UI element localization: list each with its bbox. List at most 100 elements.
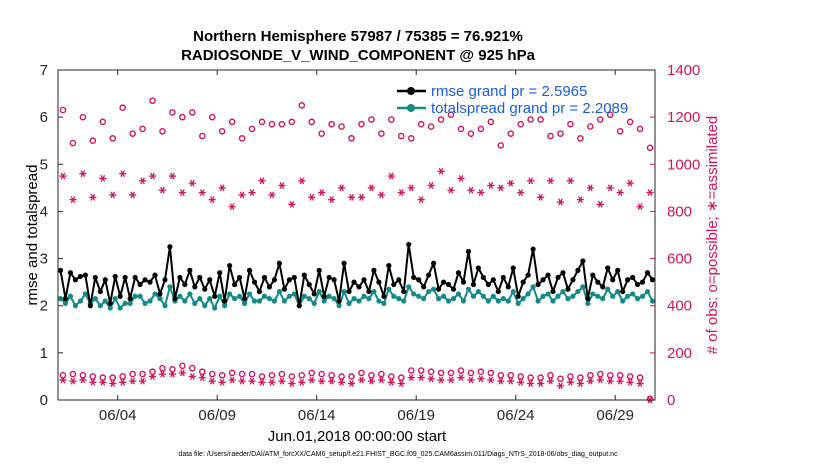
totalspread-point xyxy=(202,303,208,309)
possible-obs-marker xyxy=(298,102,306,109)
totalspread-point xyxy=(386,286,392,292)
possible-obs-marker xyxy=(557,130,564,137)
totalspread-point xyxy=(620,298,626,304)
assimilated-obs-marker xyxy=(178,369,186,377)
totalspread-point xyxy=(227,291,233,297)
rmse-point xyxy=(376,279,382,285)
rmse-point xyxy=(371,267,377,273)
totalspread-point xyxy=(600,296,606,302)
possible-obs-marker xyxy=(537,374,544,381)
assimilated-obs-marker xyxy=(218,184,226,192)
possible-obs-marker xyxy=(149,97,156,104)
possible-obs-marker xyxy=(198,132,206,140)
rmse-point xyxy=(97,288,103,295)
assimilated-obs-marker xyxy=(258,177,266,185)
y-right-tick-label: 1400 xyxy=(667,62,700,79)
rmse-point xyxy=(590,272,596,278)
rmse-point xyxy=(490,277,496,283)
rmse-point xyxy=(192,284,198,290)
assimilated-obs-marker xyxy=(208,196,216,204)
possible-obs-marker xyxy=(248,370,256,378)
assimilated-obs-marker xyxy=(228,203,236,211)
rmse-point xyxy=(515,293,521,299)
totalspread-point xyxy=(570,293,576,299)
possible-obs-marker xyxy=(99,374,107,381)
totalspread-point xyxy=(107,305,113,311)
assimilated-obs-marker xyxy=(198,189,206,197)
possible-obs-marker xyxy=(328,120,335,128)
totalspread-point xyxy=(291,291,297,297)
rmse-point xyxy=(426,272,432,278)
possible-obs-marker xyxy=(358,369,365,377)
rmse-point xyxy=(639,279,646,285)
totalspread-point xyxy=(127,300,133,306)
possible-obs-marker xyxy=(497,142,505,149)
possible-obs-marker xyxy=(119,373,126,380)
possible-obs-marker xyxy=(587,371,594,379)
possible-obs-marker xyxy=(169,366,176,373)
y-axis-label: rmse and totalspread xyxy=(24,165,41,306)
rmse-point xyxy=(142,277,148,283)
totalspread-point xyxy=(301,293,307,299)
totalspread-point xyxy=(535,298,541,304)
totalspread-point xyxy=(401,298,407,304)
assimilated-obs-marker xyxy=(89,193,97,201)
y-right-tick-label: 200 xyxy=(667,345,692,362)
possible-obs-marker xyxy=(189,364,196,372)
assimilated-obs-marker xyxy=(566,378,575,386)
possible-obs-marker xyxy=(626,373,634,380)
rmse-point xyxy=(306,281,312,288)
totalspread-point xyxy=(102,298,108,304)
rmse-point xyxy=(311,291,317,297)
rmse-point xyxy=(167,244,173,250)
possible-obs-marker xyxy=(198,368,206,376)
assimilated-obs-marker xyxy=(318,189,326,197)
possible-obs-marker xyxy=(388,116,395,123)
assimilated-obs-marker xyxy=(158,370,167,378)
possible-obs-marker xyxy=(388,373,395,380)
possible-obs-marker xyxy=(59,106,67,114)
possible-obs-marker xyxy=(437,116,445,123)
plot-frame xyxy=(57,69,656,401)
assimilated-obs-marker xyxy=(308,193,316,201)
assimilated-obs-marker xyxy=(497,377,505,385)
assimilated-obs-marker xyxy=(288,200,296,208)
assimilated-obs-marker xyxy=(129,191,137,199)
rmse-point xyxy=(276,260,282,266)
rmse-point xyxy=(625,277,631,283)
rmse-point xyxy=(87,303,93,309)
rmse-point xyxy=(525,272,531,278)
rmse-point xyxy=(57,267,64,273)
x-tick-label: 06/04 xyxy=(99,407,137,424)
rmse-point xyxy=(431,260,437,266)
totalspread-point xyxy=(137,293,143,299)
totalspread-point xyxy=(197,296,203,302)
chart-title: Northern Hemisphere 57987 / 75385 = 76.9… xyxy=(193,28,523,45)
totalspread-point xyxy=(207,296,213,302)
possible-obs-marker xyxy=(567,120,574,128)
rmse-point xyxy=(411,274,417,281)
possible-obs-marker xyxy=(547,371,554,379)
y-right-axis-ticks: 0 200 400 600 800 1000 1200 1400 xyxy=(650,62,700,409)
assimilated-obs-marker xyxy=(367,377,376,385)
assimilated-obs-marker xyxy=(427,375,435,383)
assimilated-obs-marker xyxy=(646,189,654,197)
rmse-point xyxy=(147,279,153,285)
assimilated-obs-marker xyxy=(69,196,77,204)
rmse-point xyxy=(202,286,208,292)
possible-obs-marker xyxy=(646,395,654,403)
possible-obs-marker xyxy=(318,370,325,378)
assimilated-obs-marker xyxy=(278,377,286,385)
assimilated-obs-marker xyxy=(347,193,356,201)
totalspread-point xyxy=(67,293,74,299)
rmse-point xyxy=(535,281,541,288)
totalspread-point xyxy=(246,291,253,297)
rmse-point xyxy=(187,267,193,273)
rmse-point xyxy=(296,303,302,309)
possible-obs-marker xyxy=(89,373,97,380)
assimilated-obs-marker xyxy=(218,378,226,386)
assimilated-obs-marker xyxy=(556,382,565,390)
rmse-point xyxy=(361,277,367,283)
assimilated-obs-marker xyxy=(437,376,445,384)
y-right-tick-label: 0 xyxy=(667,392,675,409)
